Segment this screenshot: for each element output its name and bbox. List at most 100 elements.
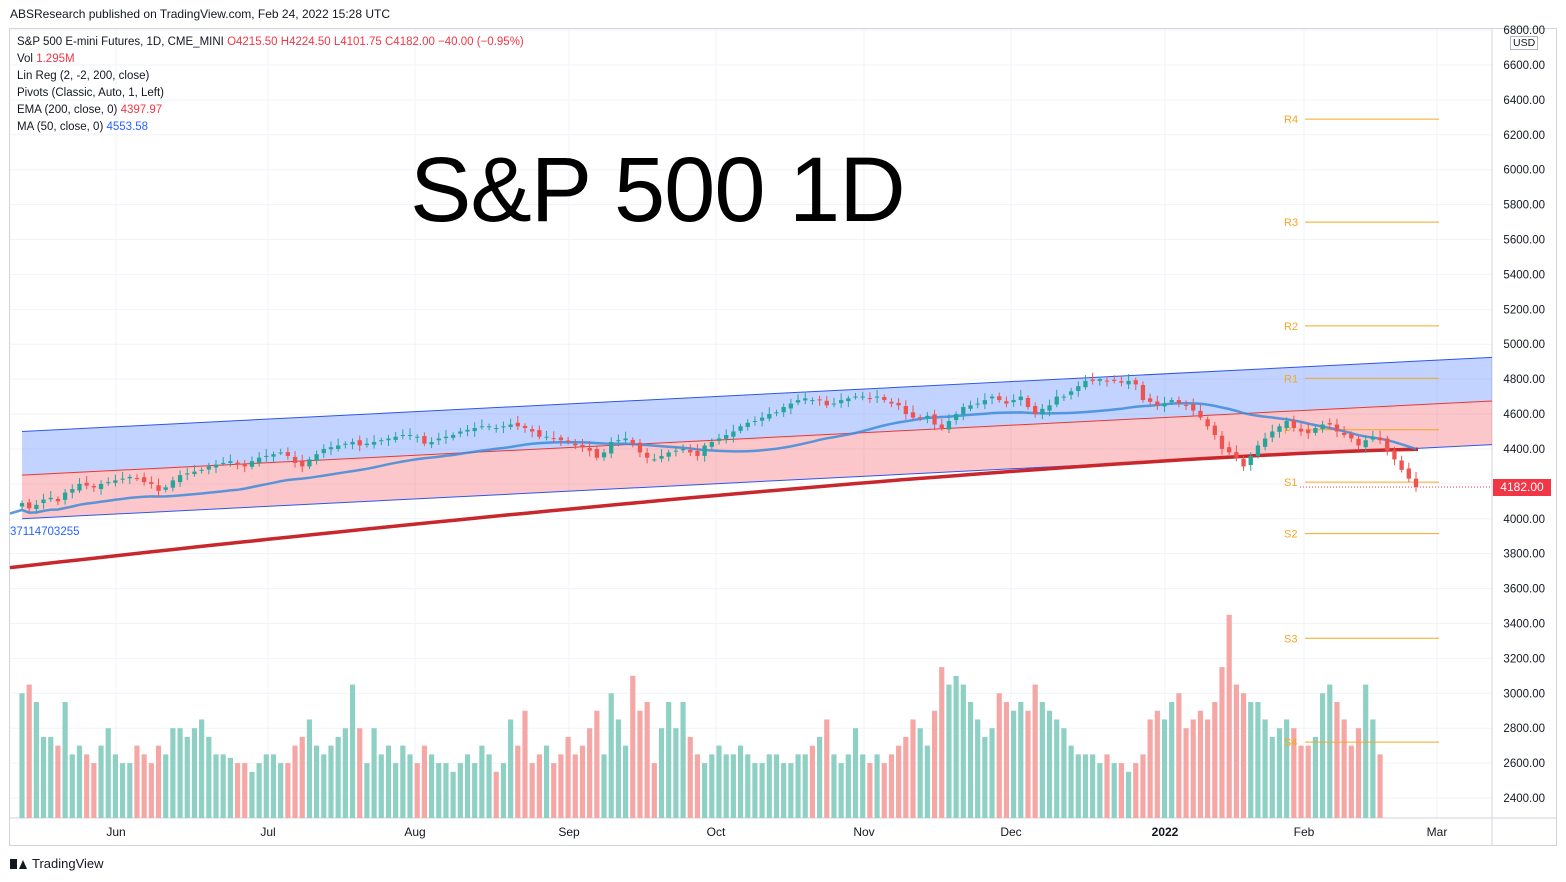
currency-label[interactable]: USD: [1510, 36, 1539, 50]
price-axis: 6800.00 6600.00 6400.00 6200.00 6000.00 5800.…: [1503, 25, 1545, 805]
candle-163: [1191, 398, 1196, 417]
candle-body-65: [486, 426, 492, 428]
candle-body-142: [1040, 408, 1045, 415]
candle-20: [163, 484, 168, 493]
candle-114: [838, 393, 844, 408]
candle-body-57: [429, 441, 434, 445]
volume-bar-106: [781, 763, 787, 818]
candle-body-126: [925, 415, 930, 419]
time-tick-jun: Jun: [106, 825, 125, 839]
volume-bar-66: [493, 771, 499, 818]
candle-body-129: [946, 421, 952, 430]
volume-bar-28: [220, 754, 226, 818]
candle-108: [795, 394, 801, 406]
volume-bar-136: [996, 693, 1002, 818]
candle-139: [1018, 389, 1023, 406]
candle-87: [644, 448, 650, 464]
candle-30: [235, 459, 240, 470]
candle-127: [932, 409, 937, 431]
candle-body-140: [1025, 397, 1031, 408]
candle-66: [494, 424, 499, 433]
volume-bar-4: [48, 736, 54, 818]
volume-bar-55: [414, 763, 420, 818]
volume-bar-152: [1111, 763, 1117, 818]
candle-body-115: [846, 398, 851, 402]
candle-body-159: [1162, 403, 1167, 407]
volume-bar-40: [306, 719, 313, 818]
candle-body-52: [393, 436, 398, 440]
candle-161: [1176, 396, 1182, 408]
candle-147: [1076, 381, 1081, 397]
candle-19: [156, 478, 161, 497]
candle-3: [41, 493, 46, 509]
legend-symbol-row: S&P 500 E-mini Futures, 1D, CME_MINI O42…: [17, 34, 524, 51]
volume-bar-35: [270, 754, 277, 818]
volume-bar-141: [1032, 684, 1038, 818]
candle-body-79: [587, 447, 592, 451]
candle-body-182: [1327, 423, 1332, 425]
candle-54: [407, 428, 413, 441]
candle-body-19: [156, 485, 161, 491]
candle-90: [666, 449, 671, 462]
candle-body-108: [795, 400, 801, 403]
candle-46: [350, 438, 355, 450]
volume-bar-179: [1305, 745, 1311, 818]
candle-body-9: [84, 482, 89, 486]
volume-bar-6: [62, 702, 68, 818]
volume-bar-172: [1255, 702, 1261, 818]
volume-bar-63: [472, 763, 478, 818]
volume-bar-76: [565, 736, 571, 818]
candle-body-187: [1363, 440, 1368, 448]
ma-50-path: [9, 401, 1417, 515]
candle-body-180: [1313, 428, 1318, 433]
volume-bar-135: [989, 728, 995, 818]
price-tick-3400: 3400.00: [1503, 618, 1545, 630]
time-tick-aug: Aug: [404, 825, 425, 839]
volume-bar-115: [845, 754, 851, 818]
candle-137: [1004, 396, 1009, 408]
candle-body-165: [1205, 419, 1210, 427]
candle-151: [1104, 376, 1110, 387]
candle-body-72: [537, 430, 542, 437]
candle-body-177: [1291, 420, 1297, 429]
candle-body-170: [1241, 458, 1246, 467]
candle-53: [400, 429, 405, 440]
candle-body-110: [810, 400, 815, 402]
candle-187: [1363, 435, 1368, 453]
candle-36: [278, 448, 283, 456]
volume-bar-80: [594, 710, 600, 818]
pivot-label-s2: S2: [1284, 529, 1297, 541]
volume-bar-17: [141, 754, 147, 818]
candle-98: [724, 429, 729, 444]
volume-bar-54: [407, 754, 413, 818]
tradingview-icon: [10, 858, 28, 869]
candle-body-133: [975, 403, 980, 405]
candle-body-66: [494, 428, 499, 430]
candle-body-161: [1176, 400, 1182, 404]
volume-bar-19: [155, 745, 162, 818]
volume-bar-187: [1363, 684, 1369, 818]
tradingview-logo[interactable]: TradingView: [10, 856, 104, 871]
time-tick-2022: 2022: [1152, 825, 1179, 839]
candle-0: [19, 500, 25, 510]
volume-bar-153: [1118, 763, 1124, 818]
candle-33: [256, 451, 262, 467]
candle-body-90: [666, 452, 671, 457]
volume-bar-112: [824, 719, 830, 818]
candle-5: [55, 496, 61, 505]
volume-bar-145: [1061, 728, 1067, 818]
volume-bar-175: [1276, 728, 1283, 818]
price-tick-6200: 6200.00: [1503, 130, 1545, 142]
candle-body-29: [228, 461, 233, 463]
candle-104: [767, 407, 772, 422]
candle-157: [1147, 393, 1153, 406]
candle-125: [918, 414, 923, 422]
pivot-label-r1: R1: [1284, 373, 1298, 385]
volume-bar-137: [1003, 702, 1010, 818]
candle-159: [1162, 396, 1167, 413]
candle-body-138: [1011, 400, 1016, 403]
candle-62: [465, 425, 470, 437]
candle-body-106: [781, 407, 786, 413]
candle-body-28: [221, 462, 226, 464]
candle-124: [910, 405, 916, 421]
